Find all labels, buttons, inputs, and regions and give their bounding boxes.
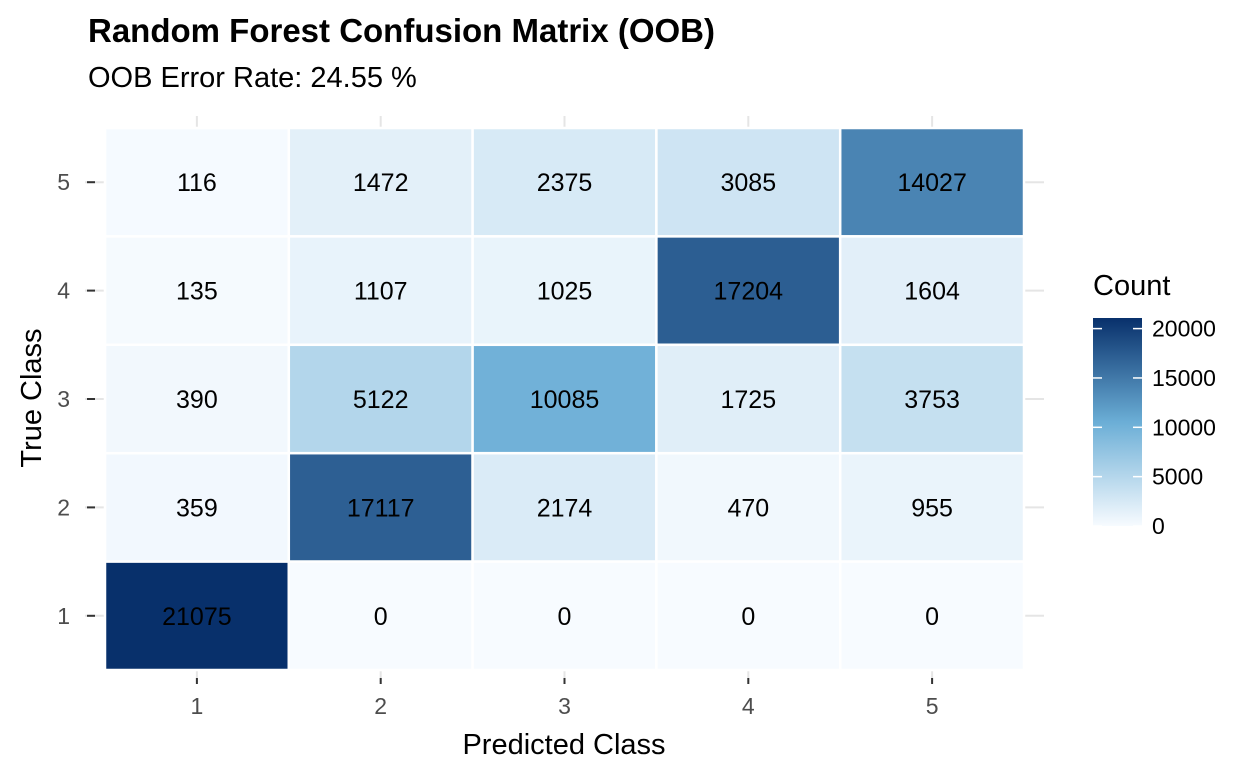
cell-label-true-1-pred-4: 0 [741,603,755,631]
cell-label-true-2-pred-5: 955 [911,494,953,522]
heatmap-cell-true-4-pred-1 [103,235,291,347]
legend-ticks: 0 5000 10000 15000 20000 [1093,316,1216,539]
cell-label-true-5-pred-3: 2375 [537,169,593,197]
cell-label-true-4-pred-4: 17204 [714,278,784,306]
cell-label-true-3-pred-5: 3753 [904,386,960,414]
cell-label-true-2-pred-2: 17117 [347,494,415,522]
cell-label-true-1-pred-3: 0 [558,603,572,631]
heatmap-cell-true-2-pred-3 [471,451,658,563]
heatmap-cell-true-1-pred-2 [287,560,474,672]
cell-label-true-4-pred-5: 1604 [904,278,960,306]
x-tick-label-2: 2 [374,693,387,719]
x-tick-label-5: 5 [926,693,939,719]
heatmap-cell-true-1-pred-3 [471,560,658,672]
cell-label-true-2-pred-1: 359 [176,494,218,522]
legend-colorbar [1093,318,1142,526]
cell-label-true-5-pred-1: 116 [177,169,217,197]
cell-label-true-1-pred-5: 0 [925,603,939,631]
axis-ticks: 1 2 3 4 5 1 2 3 4 5 [57,169,938,719]
cell-label-true-1-pred-2: 0 [374,603,388,631]
y-tick-label-1: 1 [57,603,70,629]
heatmap-cell-true-3-pred-1 [103,343,291,455]
heatmap-cell-true-3-pred-2 [287,343,474,455]
heatmap-cell-true-1-pred-5 [838,560,1026,672]
cell-label-true-3-pred-4: 1725 [720,386,776,414]
heatmap-cell-true-4-pred-5 [838,235,1026,347]
legend-tick-label-10000: 10000 [1152,414,1216,440]
legend-tick-label-0: 0 [1152,513,1165,539]
cell-label-true-2-pred-4: 470 [727,494,769,522]
legend-tick-label-5000: 5000 [1152,464,1203,490]
heatmap-cell-true-3-pred-4 [655,343,842,455]
heatmap-cell-true-3-pred-5 [838,343,1026,455]
y-axis-title: True Class [16,328,48,467]
heatmap-cell-true-5-pred-5 [838,126,1026,238]
cell-label-true-4-pred-1: 135 [176,278,218,306]
heatmap-cell-true-2-pred-4 [655,451,842,563]
cell-label-true-4-pred-3: 1025 [537,278,593,306]
y-tick-label-3: 3 [57,386,70,412]
heatmap-cell-true-2-pred-5 [838,451,1026,563]
chart-title: Random Forest Confusion Matrix (OOB) [88,12,715,49]
heatmap-cell-true-3-pred-3 [471,343,658,455]
heatmap-cell-true-4-pred-4 [655,235,842,347]
y-tick-label-2: 2 [57,494,70,520]
cell-label-true-2-pred-3: 2174 [537,494,593,522]
x-axis-title: Predicted Class [462,729,665,761]
x-tick-label-3: 3 [558,693,571,719]
cell-label-true-4-pred-2: 1107 [354,278,408,306]
heatmap-cell-true-2-pred-1 [103,451,291,563]
cell-label-true-5-pred-4: 3085 [720,169,776,197]
heatmap-cell-true-4-pred-2 [287,235,474,347]
heatmap-cell-true-1-pred-1 [103,560,291,672]
cell-label-true-5-pred-2: 1472 [353,169,409,197]
legend-title: Count [1093,270,1171,302]
cell-label-true-1-pred-1: 21075 [162,603,232,631]
y-tick-label-5: 5 [57,169,70,195]
y-tick-label-4: 4 [57,278,70,304]
cell-label-true-3-pred-1: 390 [176,386,218,414]
cell-labels: 116 1472 2375 3085 14027 135 1107 1025 17204 1604… [162,169,967,631]
cell-label-true-3-pred-3: 10085 [530,386,600,414]
x-tick-label-1: 1 [191,693,204,719]
cell-label-true-3-pred-2: 5122 [353,386,409,414]
x-tick-label-4: 4 [742,693,755,719]
cell-label-true-5-pred-5: 14027 [897,169,967,197]
legend-tick-label-15000: 15000 [1152,365,1216,391]
chart-subtitle: OOB Error Rate: 24.55 % [88,62,417,94]
heatmap-cells [103,126,1026,672]
legend-tick-label-20000: 20000 [1152,316,1216,342]
